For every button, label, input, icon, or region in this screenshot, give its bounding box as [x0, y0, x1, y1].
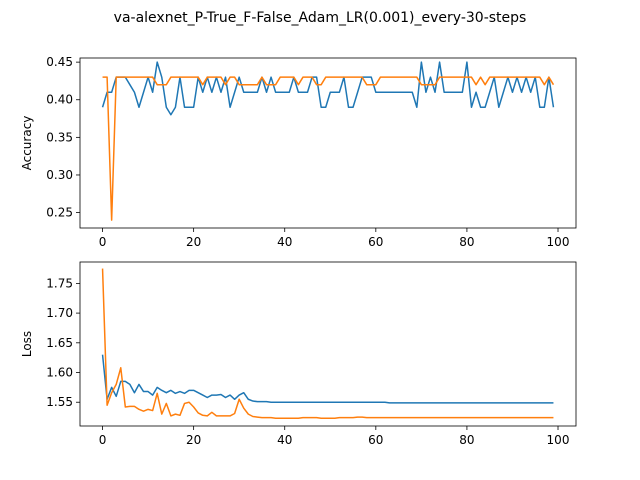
x-tick-label: 20 — [186, 235, 201, 249]
series-line-1 — [101, 268, 554, 420]
y-tick-label: 1.75 — [46, 276, 73, 290]
y-tick-label: 0.25 — [46, 206, 73, 220]
series-line-0 — [101, 61, 555, 116]
x-tick-label: 60 — [368, 235, 383, 249]
x-tick-label: 60 — [368, 433, 383, 447]
y-tick-label: 0.35 — [46, 130, 73, 144]
series-line-1 — [102, 76, 555, 221]
loss-subplot: 0 20 40 60 80 100 1.55 1.60 1.65 1.70 1.75 Loss — [20, 261, 577, 447]
y-tick-label: 0.45 — [46, 55, 73, 69]
y-tick-label: 1.55 — [46, 395, 73, 409]
x-tick-label: 40 — [277, 235, 292, 249]
x-tick-label: 100 — [547, 235, 570, 249]
axes-frame — [79, 57, 577, 229]
x-tick-label: 80 — [459, 433, 474, 447]
y-tick-label: 1.60 — [46, 366, 73, 380]
series-line-0 — [101, 354, 554, 404]
x-tick-label: 0 — [99, 433, 107, 447]
x-tick-label: 40 — [277, 433, 292, 447]
y-tick-label: 0.40 — [46, 93, 73, 107]
x-tick-label: 80 — [459, 235, 474, 249]
y-tick-label: 1.70 — [46, 306, 73, 320]
accuracy-subplot: 0 20 40 60 80 100 0.25 0.30 0.35 0.40 0.45 Accuracy — [20, 55, 577, 249]
x-tick-label: 0 — [99, 235, 107, 249]
figure-title: va-alexnet_P-True_F-False_Adam_LR(0.001)… — [114, 10, 527, 26]
x-tick-label: 20 — [186, 433, 201, 447]
x-tick-label: 100 — [547, 433, 570, 447]
y-axis-label: Accuracy — [20, 116, 34, 171]
y-axis-label: Loss — [20, 331, 34, 357]
y-tick-label: 0.30 — [46, 168, 73, 182]
y-tick-label: 1.65 — [46, 336, 73, 350]
axes-frame — [79, 261, 577, 427]
